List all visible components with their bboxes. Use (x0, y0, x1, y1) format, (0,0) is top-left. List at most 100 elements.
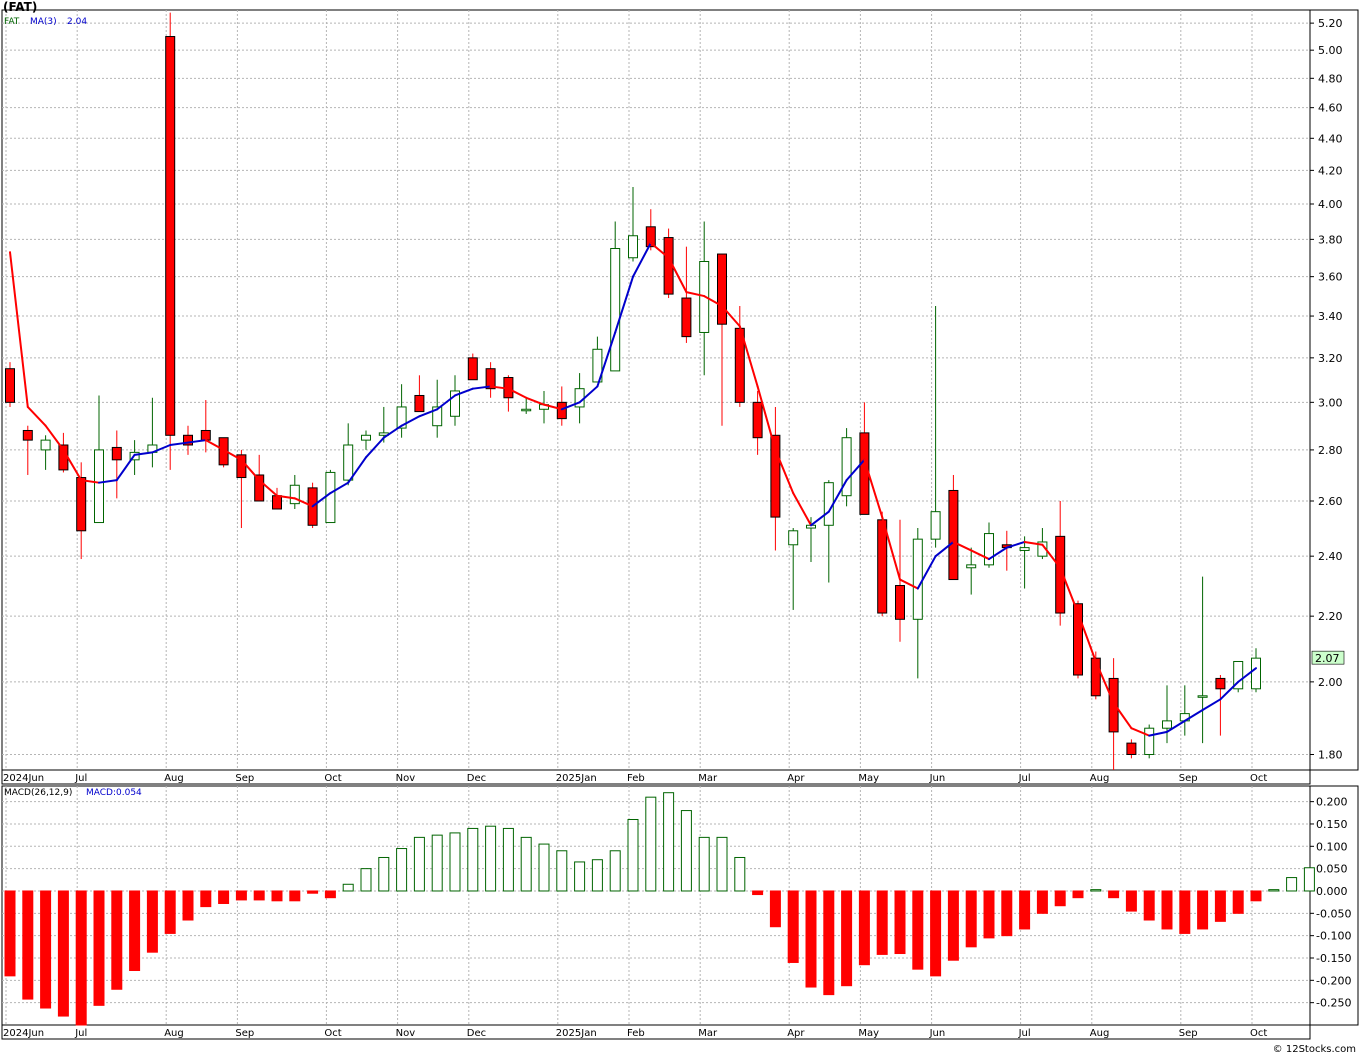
macd-legend-label: MACD(26,12,9) (4, 788, 72, 798)
macd-bar (912, 890, 924, 970)
price-month-label: Mar (698, 773, 718, 784)
macd-month-label: Sep (235, 1028, 254, 1039)
ma-line-segment (703, 295, 723, 307)
ma-line-segment (471, 385, 492, 390)
macd-bar (307, 890, 319, 894)
macd-bar (841, 890, 853, 987)
ma-line-segment (899, 578, 919, 590)
macd-tick-label: 0.100 (1316, 840, 1348, 853)
macd-bar (22, 890, 34, 1000)
macd-bar (574, 861, 586, 892)
candle-body (681, 297, 692, 338)
macd-month-label: Aug (164, 1028, 184, 1039)
macd-bar (1001, 890, 1013, 937)
ma-line-segment (1023, 540, 1044, 546)
macd-bar (146, 890, 158, 953)
candle-body (396, 406, 407, 429)
macd-bar (1072, 890, 1084, 899)
macd-bar (360, 868, 372, 892)
candle-body (40, 439, 51, 451)
candle-body (556, 401, 567, 420)
candle-body (485, 368, 496, 390)
candle-body (1090, 657, 1101, 697)
ma-line-segment (1094, 660, 1115, 704)
macd-bar (502, 827, 514, 892)
price-tick-label: 4.60 (1318, 102, 1343, 115)
macd-bar (591, 859, 603, 892)
macd-bar (769, 890, 781, 928)
ma-line-segment (44, 424, 65, 451)
macd-month-label: May (858, 1028, 879, 1039)
macd-bar (342, 883, 354, 892)
candle-body (521, 408, 532, 412)
ma-line-segment (632, 242, 652, 278)
candle-body (200, 429, 211, 441)
macd-bar (983, 890, 995, 939)
macd-bar (1108, 890, 1120, 899)
ma-line-segment (970, 549, 990, 561)
ma-line-segment (685, 291, 706, 298)
macd-bar (75, 890, 87, 1026)
candle-body (1126, 742, 1137, 756)
macd-bar (413, 836, 425, 892)
candle-body (841, 437, 852, 497)
macd-bar (627, 819, 639, 892)
macd-bar (752, 890, 764, 896)
macd-month-label: Jul (1018, 1028, 1031, 1039)
ma-line-segment (810, 510, 830, 527)
candle-body (859, 432, 870, 515)
macd-month-label: 2025Jan (556, 1028, 597, 1039)
price-month-label: 2025Jan (556, 773, 597, 784)
candle-body (325, 471, 336, 524)
price-month-label: Dec (467, 773, 486, 784)
macd-bar (218, 890, 230, 904)
credit-text: © 12Stocks.com (1272, 1044, 1356, 1055)
price-tick-label: 3.60 (1318, 271, 1343, 284)
ma-line-segment (311, 492, 332, 508)
ma-line-segment (115, 453, 136, 482)
macd-month-label: Mar (698, 1028, 718, 1039)
candle-body (5, 368, 15, 403)
macd-bar (965, 890, 977, 948)
candle-body (76, 477, 87, 532)
macd-month-label: Sep (1179, 1028, 1198, 1039)
ma-line-segment (649, 242, 670, 259)
macd-month-label: Oct (1250, 1028, 1267, 1039)
candle-body (432, 406, 443, 427)
macd-month-label: Oct (324, 1028, 341, 1039)
ma-line-segment (151, 443, 172, 454)
price-month-label: Sep (235, 773, 254, 784)
ma-line-segment (1077, 612, 1097, 663)
macd-month-label: Nov (396, 1028, 416, 1039)
macd-bar (805, 890, 817, 988)
ma-line-segment (667, 256, 688, 294)
candle-body (717, 253, 727, 325)
macd-bar (4, 890, 16, 977)
price-tick-label: 3.00 (1318, 396, 1343, 409)
price-panel (1, 9, 1311, 771)
macd-bar (57, 890, 69, 1017)
ma-line-segment (863, 458, 884, 519)
price-tick-label: 2.60 (1318, 495, 1343, 508)
price-tick-label: 4.40 (1318, 132, 1343, 145)
price-tick-label: 2.20 (1318, 610, 1343, 623)
ma-line-segment (1166, 719, 1186, 733)
price-month-label: Sep (1179, 773, 1198, 784)
ma-line-segment (792, 492, 812, 527)
ma-line-segment (952, 540, 973, 552)
price-month-label: Jul (74, 773, 87, 784)
candle-body (1162, 720, 1172, 729)
macd-bar (253, 890, 265, 901)
ma-line-segment (133, 451, 154, 456)
macd-bar (1179, 890, 1191, 934)
macd-bar (431, 834, 443, 892)
legend-ma-value: 2.04 (67, 17, 87, 27)
macd-tick-label: 0.050 (1316, 863, 1348, 876)
macd-tick-label: -0.200 (1316, 974, 1351, 987)
macd-tick-label: -0.050 (1316, 907, 1351, 920)
price-month-label: May (858, 773, 879, 784)
macd-bar (129, 890, 141, 971)
macd-bar (1143, 890, 1155, 921)
macd-bar (111, 890, 123, 990)
ma-line-segment (1059, 566, 1079, 615)
